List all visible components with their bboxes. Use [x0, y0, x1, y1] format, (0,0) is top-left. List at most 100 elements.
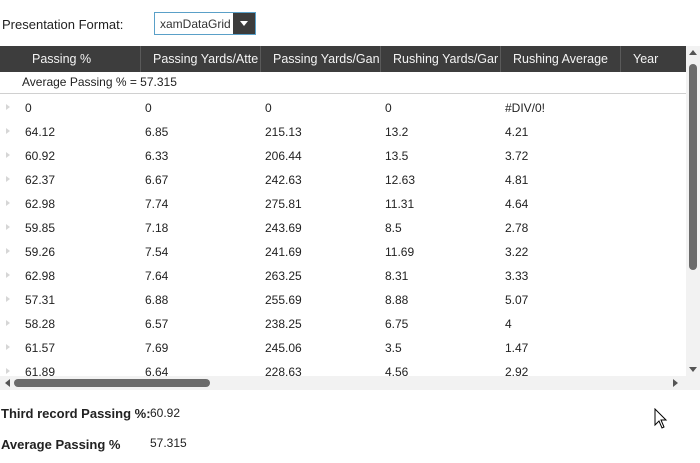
column-header-year[interactable]: Year	[620, 46, 686, 72]
column-header-rushing-average[interactable]: Rushing Average	[500, 46, 620, 72]
table-cell[interactable]: 13.5	[385, 149, 409, 163]
table-cell[interactable]: 7.74	[145, 197, 169, 211]
table-cell[interactable]: 59.26	[25, 245, 56, 259]
table-row[interactable]: 0 0 0 0 #DIV/0!	[0, 96, 686, 120]
table-cell[interactable]: 245.06	[265, 341, 302, 355]
row-indicator-icon[interactable]	[6, 152, 10, 158]
row-indicator-icon[interactable]	[6, 248, 10, 254]
table-row[interactable]: 62.98 7.64 263.25 8.31 3.33	[0, 264, 686, 288]
table-cell[interactable]: 6.33	[145, 149, 169, 163]
table-cell[interactable]: 4.64	[505, 197, 529, 211]
table-cell[interactable]: 7.18	[145, 221, 169, 235]
table-cell[interactable]: 7.64	[145, 269, 169, 283]
vertical-scroll-thumb[interactable]	[689, 64, 697, 270]
scroll-down-arrow-icon[interactable]	[689, 367, 697, 372]
column-header-passing-pct[interactable]: Passing %	[32, 52, 92, 66]
row-indicator-icon[interactable]	[6, 104, 10, 110]
table-cell[interactable]: 228.63	[265, 365, 302, 376]
table-cell[interactable]: 241.69	[265, 245, 302, 259]
table-row[interactable]: 62.98 7.74 275.81 11.31 4.64	[0, 192, 686, 216]
table-cell[interactable]: 0	[145, 101, 152, 115]
row-indicator-icon[interactable]	[6, 272, 10, 278]
table-cell[interactable]: 59.85	[25, 221, 56, 235]
scroll-right-arrow-icon[interactable]	[673, 379, 678, 387]
table-cell[interactable]: 4	[505, 317, 512, 331]
table-cell[interactable]: 2.92	[505, 365, 529, 376]
table-cell[interactable]: 6.57	[145, 317, 169, 331]
table-row[interactable]: 61.89 6.64 228.63 4.56 2.92	[0, 360, 686, 376]
table-cell[interactable]: 8.31	[385, 269, 409, 283]
table-row[interactable]: 59.26 7.54 241.69 11.69 3.22	[0, 240, 686, 264]
table-cell[interactable]: 3.5	[385, 341, 402, 355]
table-cell[interactable]: 8.5	[385, 221, 402, 235]
table-cell[interactable]: 60.92	[25, 149, 56, 163]
row-indicator-icon[interactable]	[6, 128, 10, 134]
table-cell[interactable]: 13.2	[385, 125, 409, 139]
table-row[interactable]: 57.31 6.88 255.69 8.88 5.07	[0, 288, 686, 312]
table-cell[interactable]: 8.88	[385, 293, 409, 307]
table-cell[interactable]: 275.81	[265, 197, 302, 211]
table-cell[interactable]: 6.64	[145, 365, 169, 376]
table-cell[interactable]: 0	[385, 101, 392, 115]
table-cell[interactable]: 62.98	[25, 269, 56, 283]
table-cell[interactable]: 6.67	[145, 173, 169, 187]
table-cell[interactable]: 4.56	[385, 365, 409, 376]
row-indicator-icon[interactable]	[6, 224, 10, 230]
horizontal-scroll-thumb[interactable]	[14, 379, 210, 387]
table-cell[interactable]: 4.21	[505, 125, 529, 139]
table-row[interactable]: 64.12 6.85 215.13 13.2 4.21	[0, 120, 686, 144]
table-cell[interactable]: 3.22	[505, 245, 529, 259]
table-cell[interactable]: 1.47	[505, 341, 529, 355]
table-cell[interactable]: 57.31	[25, 293, 56, 307]
table-cell[interactable]: 0	[265, 101, 272, 115]
table-cell[interactable]: 62.98	[25, 197, 56, 211]
table-row[interactable]: 59.85 7.18 243.69 8.5 2.78	[0, 216, 686, 240]
table-cell[interactable]: 6.85	[145, 125, 169, 139]
combo-dropdown-button[interactable]	[233, 13, 255, 34]
table-cell[interactable]: 61.89	[25, 365, 56, 376]
row-indicator-icon[interactable]	[6, 320, 10, 326]
table-cell[interactable]: 12.63	[385, 173, 416, 187]
presentation-format-combobox[interactable]: xamDataGrid	[154, 12, 256, 35]
table-cell[interactable]: 206.44	[265, 149, 302, 163]
table-cell[interactable]: 11.31	[385, 197, 415, 211]
table-row[interactable]: 62.37 6.67 242.63 12.63 4.81	[0, 168, 686, 192]
table-cell[interactable]: 242.63	[265, 173, 302, 187]
table-cell[interactable]: #DIV/0!	[505, 101, 546, 115]
table-cell[interactable]: 3.72	[505, 149, 529, 163]
table-row[interactable]: 58.28 6.57 238.25 6.75 4	[0, 312, 686, 336]
table-cell[interactable]: 3.33	[505, 269, 529, 283]
table-cell[interactable]: 2.78	[505, 221, 529, 235]
row-indicator-icon[interactable]	[6, 296, 10, 302]
table-cell[interactable]: 6.88	[145, 293, 169, 307]
column-header-passing-yards-att[interactable]: Passing Yards/Atte	[140, 46, 260, 72]
table-cell[interactable]: 58.28	[25, 317, 56, 331]
scroll-left-arrow-icon[interactable]	[5, 379, 10, 387]
table-row[interactable]: 60.92 6.33 206.44 13.5 3.72	[0, 144, 686, 168]
column-header-passing-yards-game[interactable]: Passing Yards/Gan	[260, 46, 380, 72]
scroll-up-arrow-icon[interactable]	[689, 50, 697, 55]
vertical-scrollbar[interactable]	[686, 46, 700, 376]
table-cell[interactable]: 0	[25, 101, 32, 115]
table-cell[interactable]: 6.75	[385, 317, 409, 331]
table-row[interactable]: 61.57 7.69 245.06 3.5 1.47	[0, 336, 686, 360]
table-cell[interactable]: 61.57	[25, 341, 56, 355]
row-indicator-icon[interactable]	[6, 200, 10, 206]
table-cell[interactable]: 263.25	[265, 269, 302, 283]
table-cell[interactable]: 255.69	[265, 293, 302, 307]
row-indicator-icon[interactable]	[6, 176, 10, 182]
row-indicator-icon[interactable]	[6, 368, 10, 374]
table-cell[interactable]: 11.69	[385, 245, 415, 259]
table-cell[interactable]: 238.25	[265, 317, 302, 331]
table-cell[interactable]: 64.12	[25, 125, 56, 139]
table-cell[interactable]: 7.69	[145, 341, 169, 355]
table-cell[interactable]: 4.81	[505, 173, 529, 187]
table-cell[interactable]: 5.07	[505, 293, 529, 307]
table-cell[interactable]: 215.13	[265, 125, 302, 139]
table-cell[interactable]: 62.37	[25, 173, 56, 187]
row-indicator-icon[interactable]	[6, 344, 10, 350]
horizontal-scrollbar[interactable]	[0, 376, 686, 390]
table-cell[interactable]: 243.69	[265, 221, 302, 235]
table-cell[interactable]: 7.54	[145, 245, 169, 259]
column-header-rushing-yards-game[interactable]: Rushing Yards/Gar	[380, 46, 500, 72]
